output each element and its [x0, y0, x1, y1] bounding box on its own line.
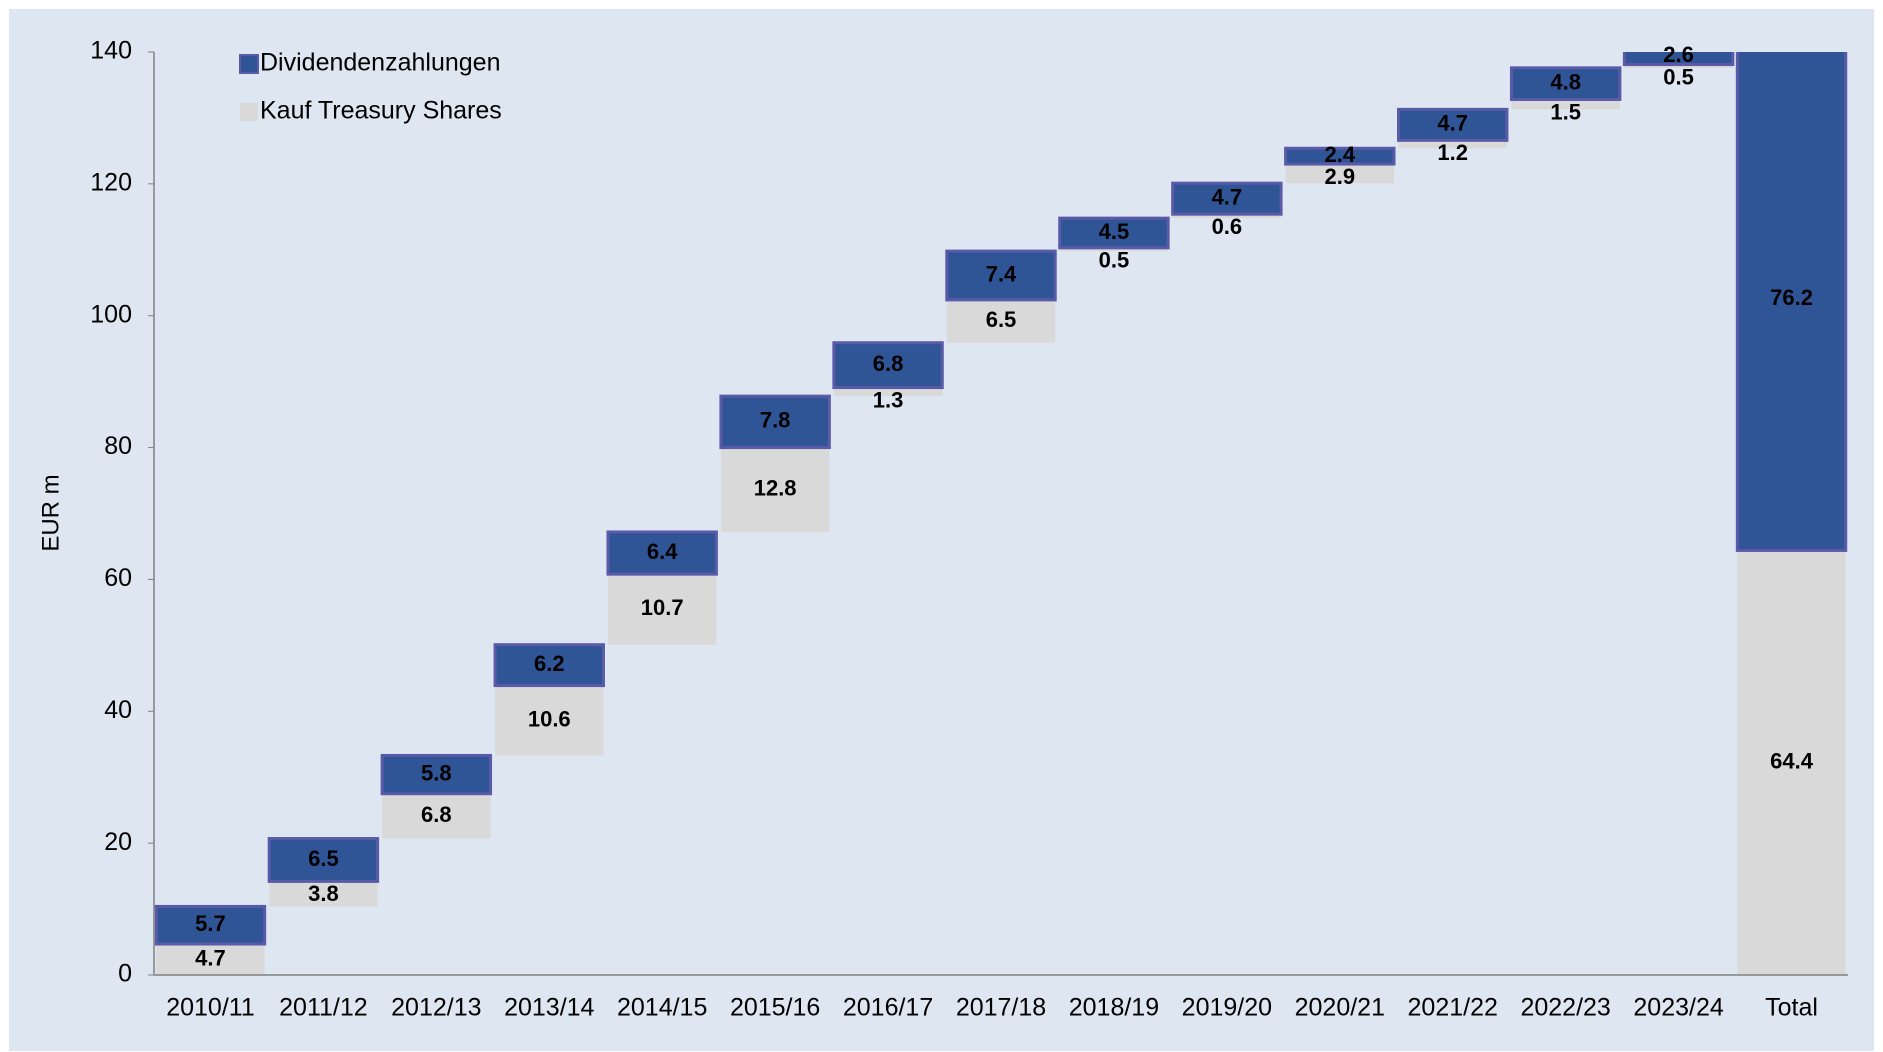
treasury-bar: [1285, 164, 1395, 184]
dividend-bar: [267, 837, 380, 883]
value-label: 0.5: [1099, 248, 1130, 273]
treasury-bar: [1172, 214, 1282, 219]
value-label: 7.4: [986, 261, 1017, 286]
value-label: 76.2: [1770, 285, 1813, 310]
dividend-bar: [945, 249, 1057, 302]
y-tick-label: 40: [104, 696, 132, 724]
treasury-bar: [1059, 247, 1169, 252]
y-tick-label: 100: [90, 300, 132, 328]
value-label: 6.2: [534, 651, 565, 676]
value-label: 6.8: [873, 351, 904, 376]
x-tick-label: 2010/11: [166, 994, 255, 1022]
dividend-bar: [380, 753, 493, 796]
treasury-bar: [495, 685, 604, 756]
treasury-bar: [607, 574, 717, 645]
legend-label: Dividendenzahlungen: [260, 49, 500, 77]
x-tick-label: 2023/24: [1633, 994, 1723, 1022]
value-label: 4.7: [1212, 185, 1243, 210]
dividend-bar: [606, 530, 718, 576]
dividend-bar: [1284, 146, 1396, 166]
value-label: 4.7: [1437, 111, 1468, 136]
x-tick-label: 2022/23: [1520, 994, 1610, 1022]
y-tick-label: 0: [118, 960, 132, 988]
value-label: 1.3: [873, 387, 904, 412]
value-label: 2.4: [1325, 142, 1356, 167]
value-label: 64.4: [1770, 749, 1814, 774]
y-tick-label: 140: [90, 37, 132, 65]
x-tick-label: 2020/21: [1295, 994, 1385, 1022]
treasury-bar: [833, 387, 943, 397]
value-label: 4.5: [1099, 219, 1130, 244]
x-tick-label: 2019/20: [1182, 994, 1272, 1022]
value-label: 5.8: [421, 760, 452, 785]
dividend-bar: [154, 904, 267, 946]
treasury-bar: [946, 299, 1056, 343]
y-axis-label: EUR m: [37, 474, 64, 551]
y-tick-label: 20: [104, 828, 132, 856]
treasury-bar: [156, 944, 265, 975]
y-tick-label: 120: [90, 168, 132, 196]
value-label: 12.8: [754, 476, 797, 501]
dividend-bar: [1171, 181, 1283, 216]
x-tick-label: 2013/14: [504, 994, 594, 1022]
dividend-bar: [1058, 216, 1170, 250]
value-label: 6.5: [308, 846, 339, 871]
legend-swatch: [240, 103, 258, 121]
value-label: 7.8: [760, 408, 791, 433]
value-label: 10.7: [641, 595, 684, 620]
y-tick-label: 60: [104, 564, 132, 592]
dividend-bar: [1735, 52, 1848, 552]
x-tick-label: 2011/12: [279, 994, 368, 1022]
value-label: 0.6: [1212, 214, 1243, 239]
value-label: 6.5: [986, 307, 1017, 332]
x-tick-label: 2014/15: [617, 994, 707, 1022]
x-tick-label: Total: [1765, 994, 1818, 1022]
x-tick-label: 2018/19: [1069, 994, 1159, 1022]
legend-swatch: [239, 54, 259, 74]
value-label: 1.5: [1550, 99, 1581, 124]
treasury-bar: [1624, 64, 1733, 68]
y-tick-label: 80: [104, 432, 132, 460]
value-label: 6.8: [421, 802, 452, 827]
value-label: 0.5: [1663, 64, 1694, 89]
dividend-bar: [832, 341, 944, 390]
dividend-bar: [493, 643, 605, 688]
dividend-bar: [1622, 52, 1735, 67]
x-tick-label: 2016/17: [843, 994, 933, 1022]
value-label: 4.8: [1550, 69, 1581, 94]
dividend-bar: [719, 394, 831, 450]
value-label: 4.7: [195, 945, 226, 970]
treasury-bar: [1398, 140, 1507, 149]
dividend-bar: [1509, 66, 1622, 101]
value-label: 3.8: [308, 881, 339, 906]
value-label: 1.2: [1437, 140, 1468, 165]
legend-label: Kauf Treasury Shares: [260, 97, 502, 125]
value-label: 10.6: [528, 706, 571, 731]
x-tick-label: 2012/13: [391, 994, 481, 1022]
x-tick-label: 2021/22: [1408, 994, 1498, 1022]
treasury-bar: [1511, 99, 1620, 110]
value-label: 2.6: [1663, 42, 1694, 67]
value-label: 2.9: [1325, 164, 1356, 189]
treasury-bar: [382, 793, 491, 839]
dividend-bar: [1397, 107, 1509, 142]
x-tick-label: 2017/18: [956, 994, 1046, 1022]
treasury-bar: [1737, 550, 1846, 975]
treasury-bar: [720, 447, 830, 532]
x-tick-label: 2015/16: [730, 994, 820, 1022]
value-label: 6.4: [647, 539, 678, 564]
value-label: 5.7: [195, 911, 226, 936]
treasury-bar: [269, 881, 378, 907]
